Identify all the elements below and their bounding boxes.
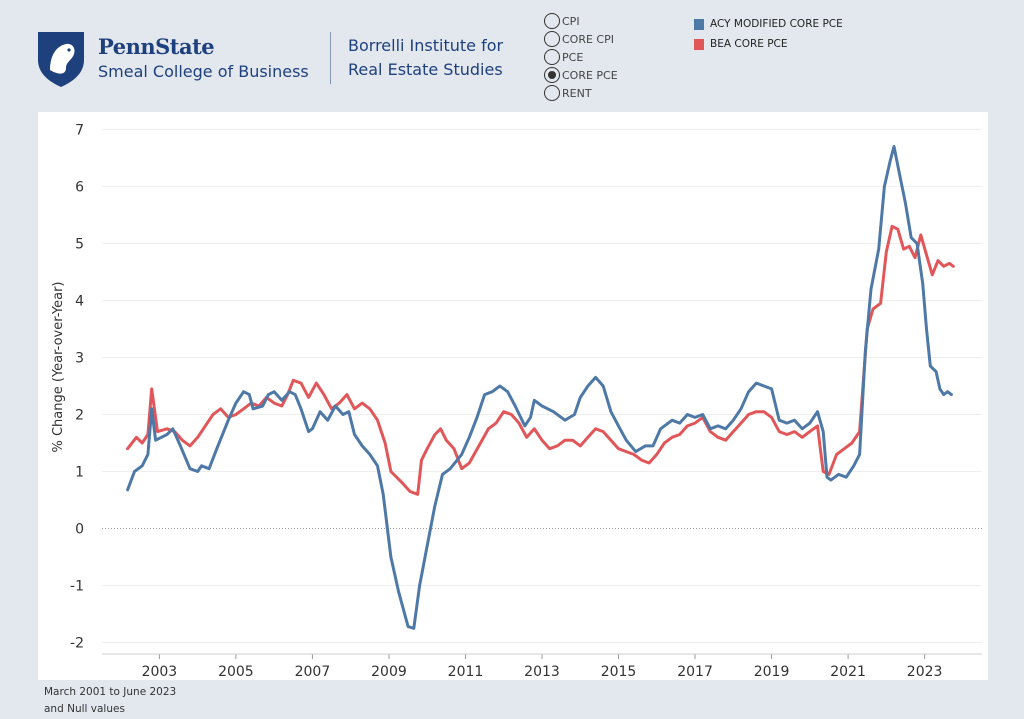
footnote-date-range: March 2001 to June 2023 [44,686,177,698]
x-tick-label: 2019 [754,664,790,680]
radio-cpi[interactable]: CPI [544,12,664,30]
y-tick-label: 4 [75,293,84,309]
y-tick-label: -2 [70,636,84,652]
institute-line-1: Borrelli Institute for [348,36,504,55]
x-tick-label: 2015 [601,664,637,680]
radio-label: RENT [562,86,592,100]
radio-circle-icon[interactable] [544,49,560,65]
y-axis-ticks: -2 -1 0 1 2 3 4 5 6 7 [70,122,84,651]
header-logo: PennState Smeal College of Business Borr… [36,28,536,92]
x-tick-label: 2017 [677,664,713,680]
penn-state-shield-icon [38,32,84,87]
legend-item-acy[interactable]: ACY MODIFIED CORE PCE [694,14,843,34]
series-line-bea-core-pce[interactable] [126,224,955,496]
legend-swatch-acy [694,18,704,30]
y-tick-label: 7 [75,122,84,138]
x-axis-ticks: 2003 2005 2007 2009 2011 2013 2015 2017 2019 2021… [102,653,982,680]
footnote-null-values: and Null values [44,703,125,715]
x-tick-label: 2013 [524,664,560,680]
y-tick-label: -1 [70,579,84,595]
y-tick-label: 2 [75,408,84,424]
series-line-acy-modified-core-pce[interactable] [126,145,953,630]
x-tick-label: 2021 [830,664,866,680]
radio-rent[interactable]: RENT [544,84,664,102]
radio-label: PCE [562,50,584,64]
x-tick-label: 2023 [907,664,943,680]
institute-line-2: Real Estate Studies [348,60,503,79]
chart-panel: -2 -1 0 1 2 3 4 5 6 7 2003 2005 2007 2009 2011 2013 201… [38,112,988,680]
x-tick-label: 2005 [218,664,254,680]
chart-legend: ACY MODIFIED CORE PCE BEA CORE PCE [694,14,843,54]
y-axis-title: % Change (Year-over-Year) [51,282,66,453]
chart-series [126,145,955,630]
legend-item-bea[interactable]: BEA CORE PCE [694,34,843,54]
line-chart: -2 -1 0 1 2 3 4 5 6 7 2003 2005 2007 2009 2011 2013 201… [51,122,982,680]
legend-label-bea: BEA CORE PCE [710,38,788,50]
radio-circle-selected-icon[interactable] [544,67,560,83]
radio-circle-icon[interactable] [544,85,560,101]
legend-swatch-bea [694,38,704,50]
y-tick-label: 1 [75,465,84,481]
radio-circle-icon[interactable] [544,13,560,29]
x-tick-label: 2009 [371,664,407,680]
radio-core-cpi[interactable]: CORE CPI [544,30,664,48]
y-tick-label: 0 [75,522,84,538]
radio-label: CORE PCE [562,68,618,82]
radio-circle-icon[interactable] [544,31,560,47]
x-tick-label: 2007 [295,664,331,680]
radio-core-pce[interactable]: CORE PCE [544,66,664,84]
radio-label: CORE CPI [562,32,614,46]
radio-pce[interactable]: PCE [544,48,664,66]
index-selector: CPI CORE CPI PCE CORE PCE RENT [544,12,664,102]
y-tick-label: 3 [75,350,84,366]
legend-label-acy: ACY MODIFIED CORE PCE [710,18,843,30]
brand-name: PennState [98,34,215,59]
y-tick-label: 6 [75,179,84,195]
x-tick-label: 2011 [448,664,484,680]
header-divider [330,32,331,84]
x-tick-label: 2003 [142,664,178,680]
chart-gridlines [102,128,982,644]
college-name: Smeal College of Business [98,62,309,81]
radio-label: CPI [562,14,580,28]
y-tick-label: 5 [75,236,84,252]
